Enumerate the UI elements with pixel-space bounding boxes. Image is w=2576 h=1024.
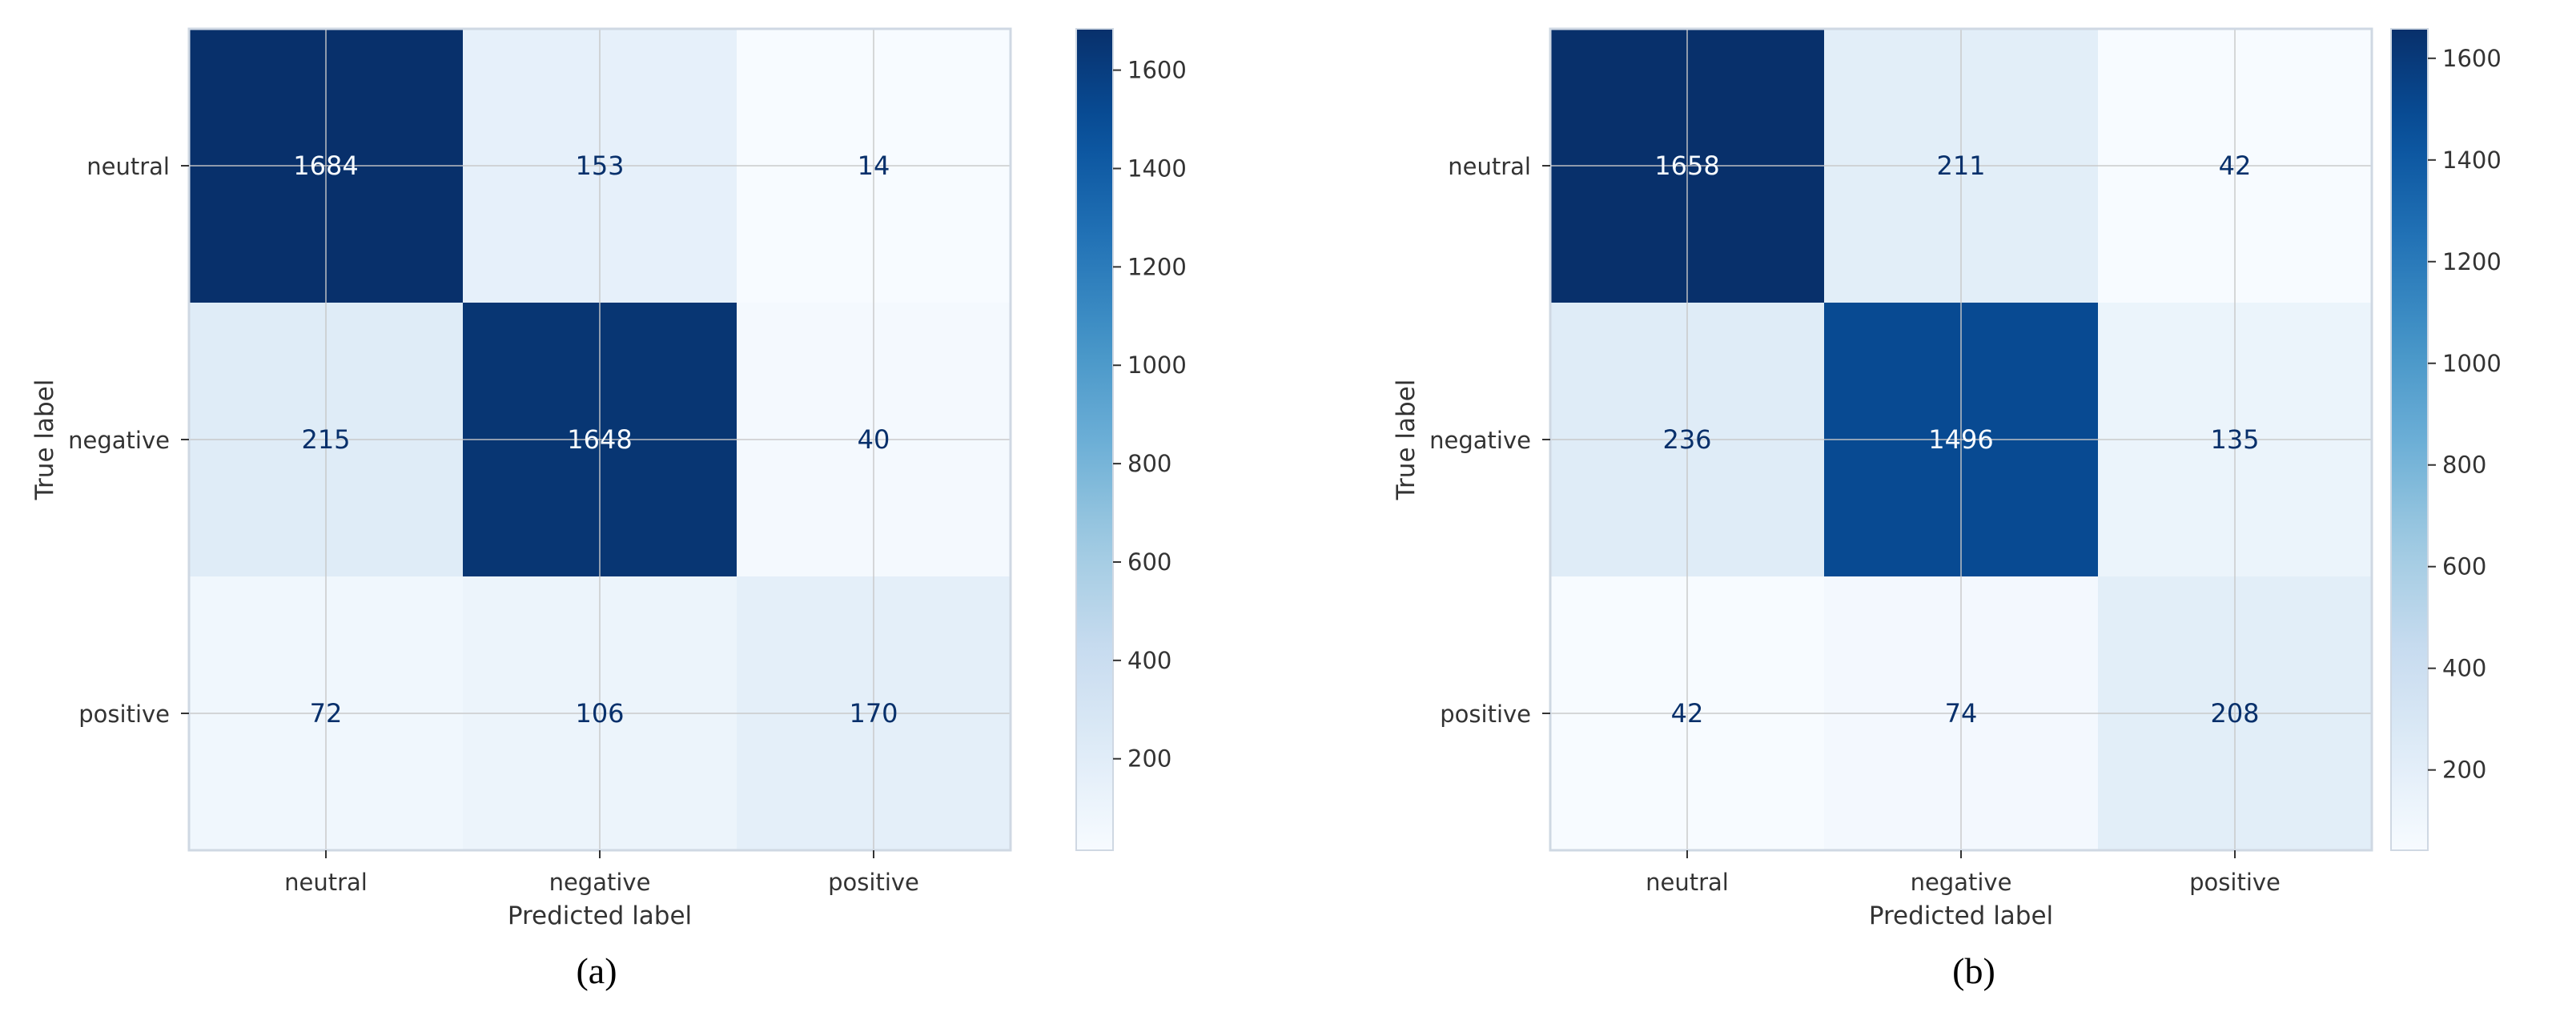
colorbar [2390,28,2429,851]
y-tick-label: negative [68,427,170,454]
cell-value-label: 106 [575,698,624,729]
cell-value-label: 74 [1945,698,1978,729]
cell-value-label: 40 [858,424,890,455]
confusion-matrix-a: 1684 153 14 215 1648 40 72 106 170 neutral negativ… [30,27,1187,991]
colorbar-tick-label: 400 [1127,647,1171,674]
colorbar-tick-label: 1600 [1127,57,1187,84]
x-axis-label: Predicted label [508,902,692,930]
colorbar-tick-label: 1000 [1127,351,1187,379]
cell-value-label: 1658 [1654,151,1719,181]
cell-value-label: 208 [2210,698,2259,729]
y-tick-label: neutral [1448,153,1531,180]
cell-value-label: 1684 [293,151,358,181]
y-tick-label: positive [1440,701,1531,728]
panel-caption: (a) [576,950,617,991]
colorbar-tick-label: 1400 [1127,155,1187,182]
x-tick-label: negative [1911,869,2012,896]
y-tick-label: negative [1429,427,1531,454]
colorbar-tick-label: 1200 [1127,253,1187,280]
cell-value-label: 135 [2210,424,2259,455]
cell-value-label: 1648 [567,424,632,455]
x-tick-label: negative [549,869,651,896]
colorbar-tick-label: 400 [2442,655,2486,682]
cell-value-label: 1496 [1928,424,1993,455]
cell-value-label: 72 [310,698,343,729]
x-axis-label: Predicted label [1869,902,2053,930]
cell-value-label: 42 [1671,698,1704,729]
y-tick-label: neutral [86,153,170,180]
cell-value-label: 14 [858,151,890,181]
colorbar-tick-label: 800 [2442,452,2486,479]
x-tick-label: neutral [284,869,368,896]
cell-value-label: 211 [1936,151,1985,181]
colorbar-tick-label: 1200 [2442,248,2502,275]
cell-value-label: 153 [575,151,624,181]
colorbar-tick-label: 200 [2442,757,2486,784]
x-tick-label: neutral [1646,869,1729,896]
cell-value-label: 42 [2219,151,2252,181]
cell-value-label: 215 [301,424,350,455]
colorbar-tick-label: 800 [1127,450,1171,477]
panel-caption: (b) [1952,950,1995,991]
colorbar-tick-label: 1600 [2442,45,2502,72]
confusion-matrix-b: 1658 211 42 236 1496 135 42 74 208 neutral negativ… [1392,27,2502,991]
x-tick-label: positive [2189,869,2281,896]
colorbar-tick-label: 1400 [2442,147,2502,174]
y-axis-label: True label [30,379,59,501]
colorbar-tick-label: 600 [1127,548,1171,576]
colorbar-tick-label: 1000 [2442,350,2502,377]
colorbar [1075,28,1114,851]
cell-value-label: 236 [1662,424,1711,455]
y-axis-label: True label [1392,379,1421,501]
y-tick-label: positive [78,701,170,728]
x-tick-label: positive [828,869,919,896]
colorbar-tick-label: 600 [2442,553,2486,580]
colorbar-tick-label: 200 [1127,745,1171,773]
cell-value-label: 170 [849,698,898,729]
